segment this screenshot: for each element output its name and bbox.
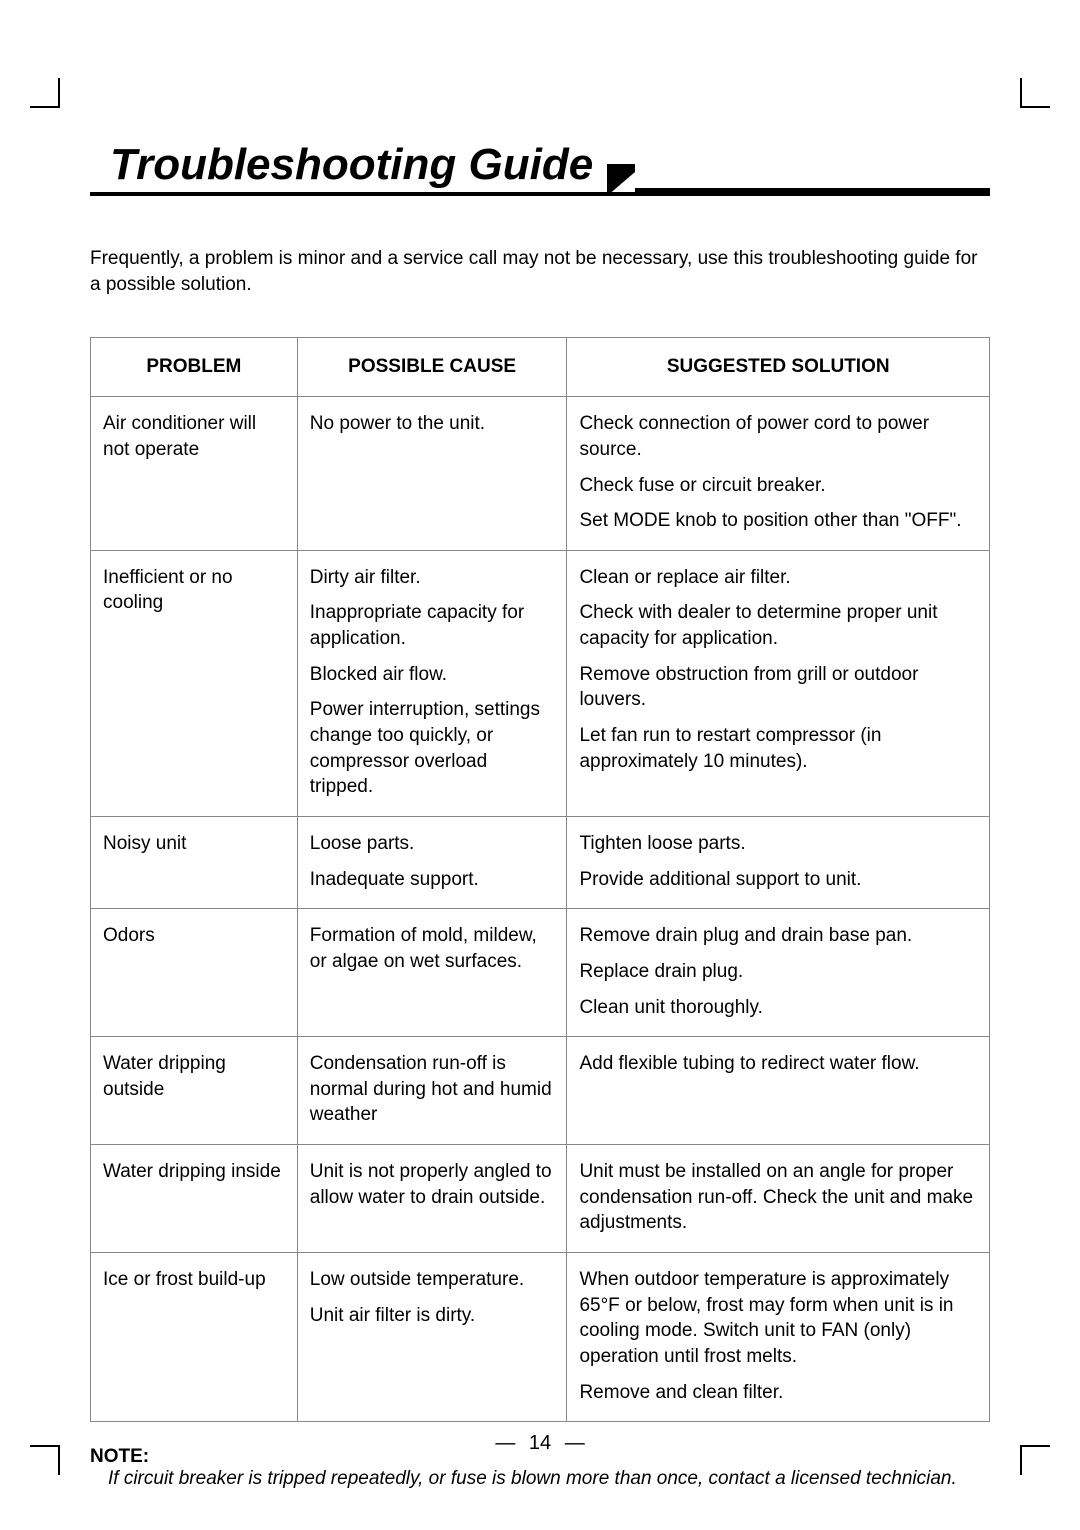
cause-item: No power to the unit. bbox=[310, 411, 555, 437]
solution-item: Check fuse or circuit breaker. bbox=[579, 473, 977, 499]
cell-cause: No power to the unit. bbox=[297, 397, 567, 551]
cause-item: Inadequate support. bbox=[310, 867, 555, 893]
solution-item: Let fan run to restart compressor (in ap… bbox=[579, 723, 977, 774]
cause-item: Formation of mold, mildew, or algae on w… bbox=[310, 923, 555, 974]
cell-solution: When outdoor temperature is approximatel… bbox=[567, 1253, 990, 1422]
note-text: If circuit breaker is tripped repeatedly… bbox=[90, 1468, 990, 1490]
cause-item: Inappropriate capacity for application. bbox=[310, 600, 555, 651]
cause-item: Dirty air filter. bbox=[310, 565, 555, 591]
cell-cause: Loose parts. Inadequate support. bbox=[297, 816, 567, 908]
page-number: — 14 — bbox=[0, 1432, 1080, 1455]
solution-item: Check with dealer to determine proper un… bbox=[579, 600, 977, 651]
solution-item: Provide additional support to unit. bbox=[579, 867, 977, 893]
title-flag-icon bbox=[607, 172, 635, 196]
header-cause: POSSIBLE CAUSE bbox=[297, 338, 567, 397]
cell-problem: Ice or frost build-up bbox=[91, 1253, 298, 1422]
cause-item: Unit is not properly angled to allow wat… bbox=[310, 1159, 555, 1210]
solution-item: Tighten loose parts. bbox=[579, 831, 977, 857]
cell-cause: Low outside temperature. Unit air filter … bbox=[297, 1253, 567, 1422]
cell-solution: Remove drain plug and drain base pan. Rep… bbox=[567, 909, 990, 1037]
cell-solution: Check connection of power cord to power … bbox=[567, 397, 990, 551]
cell-problem: Inefficient or no cooling bbox=[91, 550, 298, 816]
cause-item: Power interruption, settings change too … bbox=[310, 697, 555, 800]
solution-item: Remove and clean filter. bbox=[579, 1380, 977, 1406]
table-row: Ice or frost build-upLow outside tempera… bbox=[91, 1253, 990, 1422]
cell-cause: Dirty air filter. Inappropriate capacity … bbox=[297, 550, 567, 816]
table-row: Noisy unit Loose parts. Inadequate support… bbox=[91, 816, 990, 908]
cause-item: Blocked air flow. bbox=[310, 662, 555, 688]
dash-right: — bbox=[565, 1432, 585, 1454]
page-title: Troubleshooting Guide bbox=[90, 140, 603, 196]
solution-item: Remove obstruction from grill or outdoor… bbox=[579, 662, 977, 713]
solution-item: Remove drain plug and drain base pan. bbox=[579, 923, 977, 949]
cause-item: Unit air filter is dirty. bbox=[310, 1303, 555, 1329]
cell-solution: Unit must be installed on an angle for p… bbox=[567, 1145, 990, 1253]
solution-item: Replace drain plug. bbox=[579, 959, 977, 985]
intro-text: Frequently, a problem is minor and a ser… bbox=[90, 246, 990, 297]
cell-cause: Unit is not properly angled to allow wat… bbox=[297, 1145, 567, 1253]
solution-item: Unit must be installed on an angle for p… bbox=[579, 1159, 977, 1236]
cell-problem: Odors bbox=[91, 909, 298, 1037]
cell-solution: Add flexible tubing to redirect water fl… bbox=[567, 1037, 990, 1145]
cause-item: Condensation run-off is normal during ho… bbox=[310, 1051, 555, 1128]
table-body: Air conditioner will not operate No power… bbox=[91, 397, 990, 1422]
header-solution: SUGGESTED SOLUTION bbox=[567, 338, 990, 397]
solution-item: Check connection of power cord to power … bbox=[579, 411, 977, 462]
cause-item: Low outside temperature. bbox=[310, 1267, 555, 1293]
troubleshooting-table: PROBLEM POSSIBLE CAUSE SUGGESTED SOLUTIO… bbox=[90, 337, 990, 1422]
table-row: OdorsFormation of mold, mildew, or algae… bbox=[91, 909, 990, 1037]
dash-left: — bbox=[495, 1432, 515, 1454]
solution-item: When outdoor temperature is approximatel… bbox=[579, 1267, 977, 1370]
cause-item: Loose parts. bbox=[310, 831, 555, 857]
title-rule bbox=[635, 188, 990, 192]
cell-cause: Formation of mold, mildew, or algae on w… bbox=[297, 909, 567, 1037]
solution-item: Clean unit thoroughly. bbox=[579, 995, 977, 1021]
cell-problem: Water dripping outside bbox=[91, 1037, 298, 1145]
table-row: Water dripping insideUnit is not properl… bbox=[91, 1145, 990, 1253]
header-problem: PROBLEM bbox=[91, 338, 298, 397]
cell-solution: Tighten loose parts. Provide additional s… bbox=[567, 816, 990, 908]
page-content: Troubleshooting Guide Frequently, a prob… bbox=[0, 0, 1080, 1530]
table-row: Inefficient or no coolingDirty air filte… bbox=[91, 550, 990, 816]
cell-solution: Clean or replace air filter. Check with d… bbox=[567, 550, 990, 816]
cell-cause: Condensation run-off is normal during ho… bbox=[297, 1037, 567, 1145]
page-number-value: 14 bbox=[529, 1432, 551, 1454]
solution-item: Clean or replace air filter. bbox=[579, 565, 977, 591]
solution-item: Add flexible tubing to redirect water fl… bbox=[579, 1051, 977, 1077]
solution-item: Set MODE knob to position other than "OF… bbox=[579, 508, 977, 534]
table-row: Water dripping outsideCondensation run-o… bbox=[91, 1037, 990, 1145]
cell-problem: Noisy unit bbox=[91, 816, 298, 908]
table-row: Air conditioner will not operate No power… bbox=[91, 397, 990, 551]
cell-problem: Air conditioner will not operate bbox=[91, 397, 298, 551]
cell-problem: Water dripping inside bbox=[91, 1145, 298, 1253]
title-section: Troubleshooting Guide bbox=[90, 140, 990, 196]
table-header-row: PROBLEM POSSIBLE CAUSE SUGGESTED SOLUTIO… bbox=[91, 338, 990, 397]
